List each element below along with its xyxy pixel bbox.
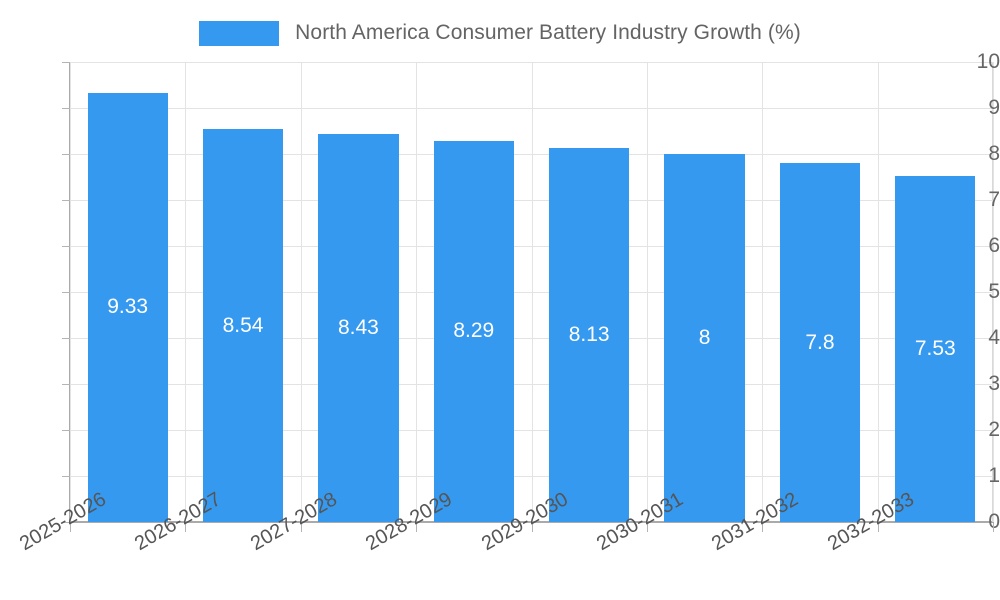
gridline-vertical xyxy=(646,62,648,522)
bar[interactable]: 8.54 xyxy=(202,129,284,522)
y-axis-tick-label: 9 xyxy=(988,96,1000,119)
x-axis-tick-mark xyxy=(416,523,418,532)
gridline-vertical xyxy=(300,62,302,522)
x-axis-tick-mark xyxy=(70,523,71,532)
chart-legend: North America Consumer Battery Industry … xyxy=(0,14,1000,52)
x-axis-tick-mark xyxy=(646,523,648,532)
gridline-vertical xyxy=(993,62,994,522)
y-axis-tick-label: 5 xyxy=(988,280,1000,303)
y-axis-tick-label: 10 xyxy=(976,50,1000,73)
y-axis-tick-mark xyxy=(62,522,70,523)
bar-value-label: 8.29 xyxy=(453,319,495,343)
y-axis-tick-mark xyxy=(62,476,70,477)
bar[interactable]: 7.8 xyxy=(779,163,861,522)
x-axis-tick-mark xyxy=(877,523,879,532)
y-axis-tick-mark xyxy=(62,384,70,385)
x-axis-tick-mark xyxy=(762,523,764,532)
y-axis-tick-mark xyxy=(62,246,70,247)
bar-value-label: 9.33 xyxy=(107,295,149,319)
y-axis-tick-label: 2 xyxy=(988,418,1000,441)
bar-value-label: 7.8 xyxy=(805,330,835,354)
plot-area: 9.33 8.54 8.43 8.29 8.13 8 7.8 7.53 xyxy=(70,62,994,522)
y-axis-tick-mark xyxy=(62,292,70,293)
y-axis-tick-mark xyxy=(62,154,70,155)
y-axis-tick-mark xyxy=(62,108,70,109)
y-axis-tick-mark xyxy=(62,200,70,201)
y-axis-tick-label: 1 xyxy=(988,464,1000,487)
y-axis-tick-label: 3 xyxy=(988,372,1000,395)
x-axis-tick-mark xyxy=(531,523,533,532)
bar-value-label: 8.54 xyxy=(222,313,264,337)
x-axis-tick-mark xyxy=(300,523,302,532)
bar[interactable]: 8.43 xyxy=(318,134,399,522)
bar[interactable]: 8 xyxy=(664,154,745,522)
legend-swatch-icon xyxy=(199,20,280,46)
y-axis-tick-label: 7 xyxy=(988,188,1000,211)
bar[interactable]: 7.53 xyxy=(895,175,976,522)
gridline-vertical xyxy=(877,62,879,522)
gridline-vertical xyxy=(185,62,187,522)
x-axis-spine xyxy=(70,521,994,523)
y-axis-tick-label: 8 xyxy=(988,142,1000,165)
gridline-vertical xyxy=(416,62,418,522)
x-axis-tick-mark xyxy=(185,523,187,532)
gridline-vertical xyxy=(531,62,533,522)
y-axis-tick-label: 0 xyxy=(988,510,1000,533)
gridline-vertical xyxy=(70,62,71,522)
bar-value-label: 8 xyxy=(698,326,711,349)
x-axis-tick-mark xyxy=(993,523,994,532)
y-axis-tick-mark xyxy=(62,338,70,339)
y-axis-tick-mark xyxy=(62,62,70,63)
y-axis-tick-label: 4 xyxy=(988,326,1000,349)
bar[interactable]: 8.29 xyxy=(433,140,514,522)
legend-item-0[interactable]: North America Consumer Battery Industry … xyxy=(199,20,801,46)
bar-value-label: 8.13 xyxy=(568,323,610,347)
bar-value-label: 8.43 xyxy=(337,316,379,340)
y-axis-tick-mark xyxy=(62,430,70,431)
bar[interactable]: 9.33 xyxy=(87,92,168,522)
legend-item-label: North America Consumer Battery Industry … xyxy=(295,21,801,44)
y-axis-tick-label: 6 xyxy=(988,234,1000,257)
gridline-vertical xyxy=(762,62,764,522)
bar[interactable]: 8.13 xyxy=(549,148,630,522)
